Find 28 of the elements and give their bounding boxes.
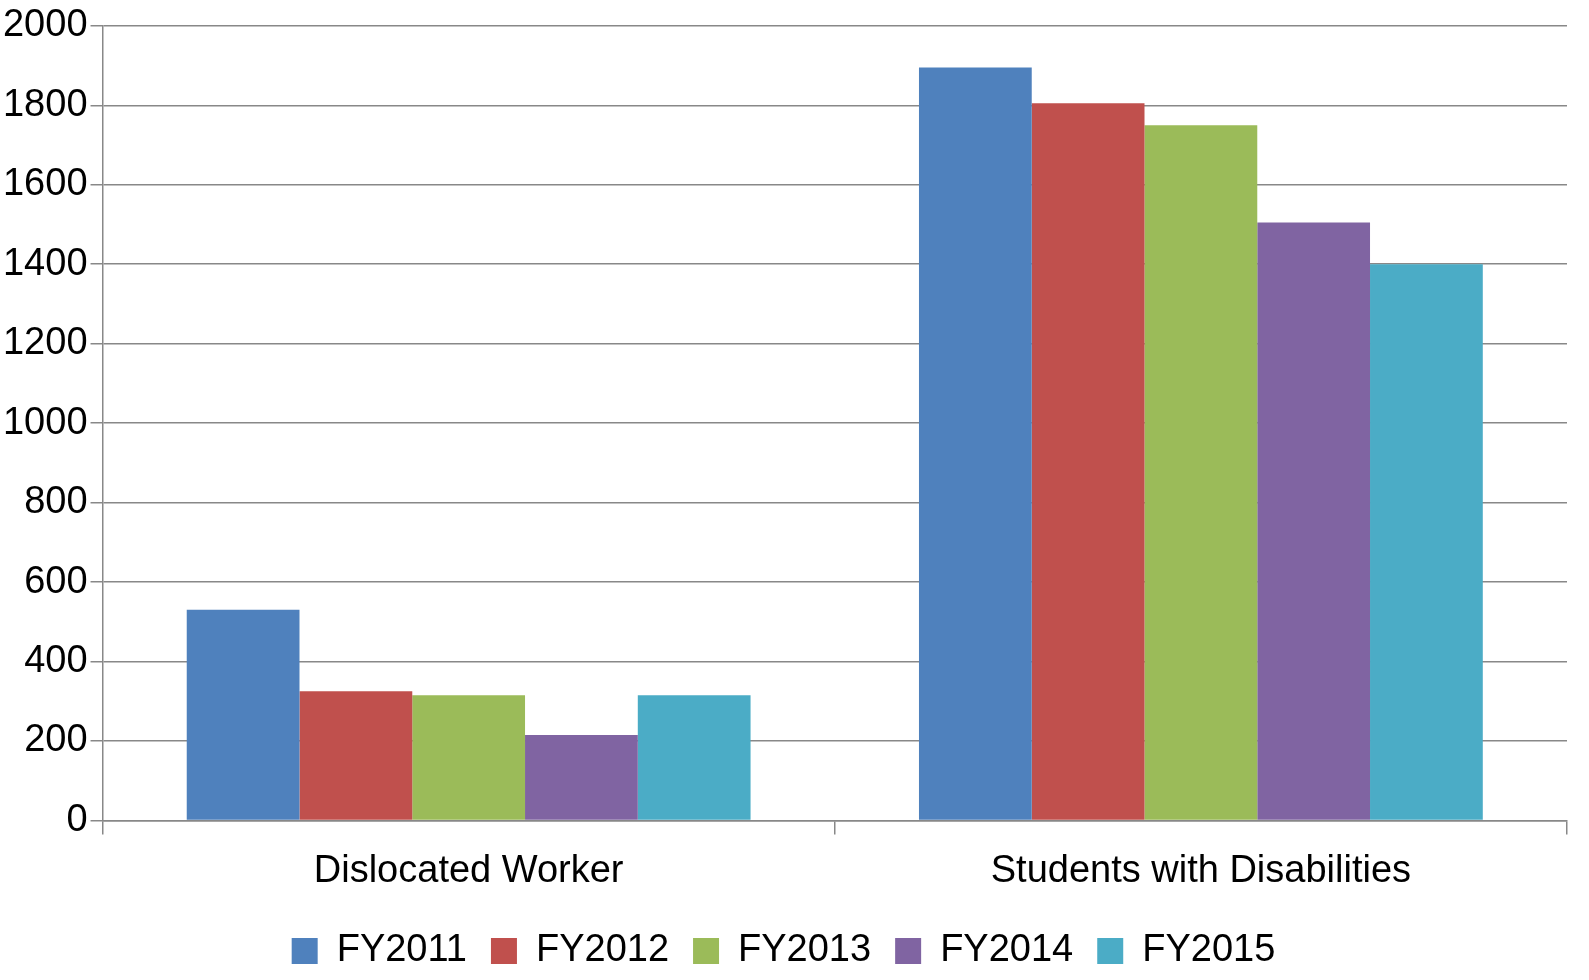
y-tick-label: 1800 [2,81,88,124]
bar [1370,264,1483,820]
legend-label: FY2011 [336,927,467,970]
x-tick-label: Dislocated Worker [313,847,624,890]
bar [1257,222,1371,820]
y-tick-label: 1600 [2,161,88,204]
bar [918,67,1032,820]
y-tick-label: 1200 [2,320,88,363]
y-tick-label: 1400 [2,240,88,283]
y-tick-label: 2000 [2,2,88,45]
bar [299,691,413,820]
y-tick-label: 1000 [2,399,88,442]
y-tick-label: 800 [24,479,88,522]
y-tick-label: 0 [66,796,88,839]
legend-label: FY2013 [738,927,872,970]
x-tick-label: Students with Disabilities [990,847,1412,890]
bar [525,734,638,820]
bar [186,609,300,820]
legend-label: FY2012 [535,927,670,970]
y-tick-label: 600 [24,558,88,601]
bar [637,695,751,820]
legend-label: FY2015 [1142,927,1276,970]
y-tick-label: 400 [24,637,88,680]
bar [1144,125,1258,820]
legend-label: FY2014 [940,927,1074,970]
bar [412,695,526,820]
y-tick-label: 200 [24,717,88,760]
bar [1031,103,1145,820]
